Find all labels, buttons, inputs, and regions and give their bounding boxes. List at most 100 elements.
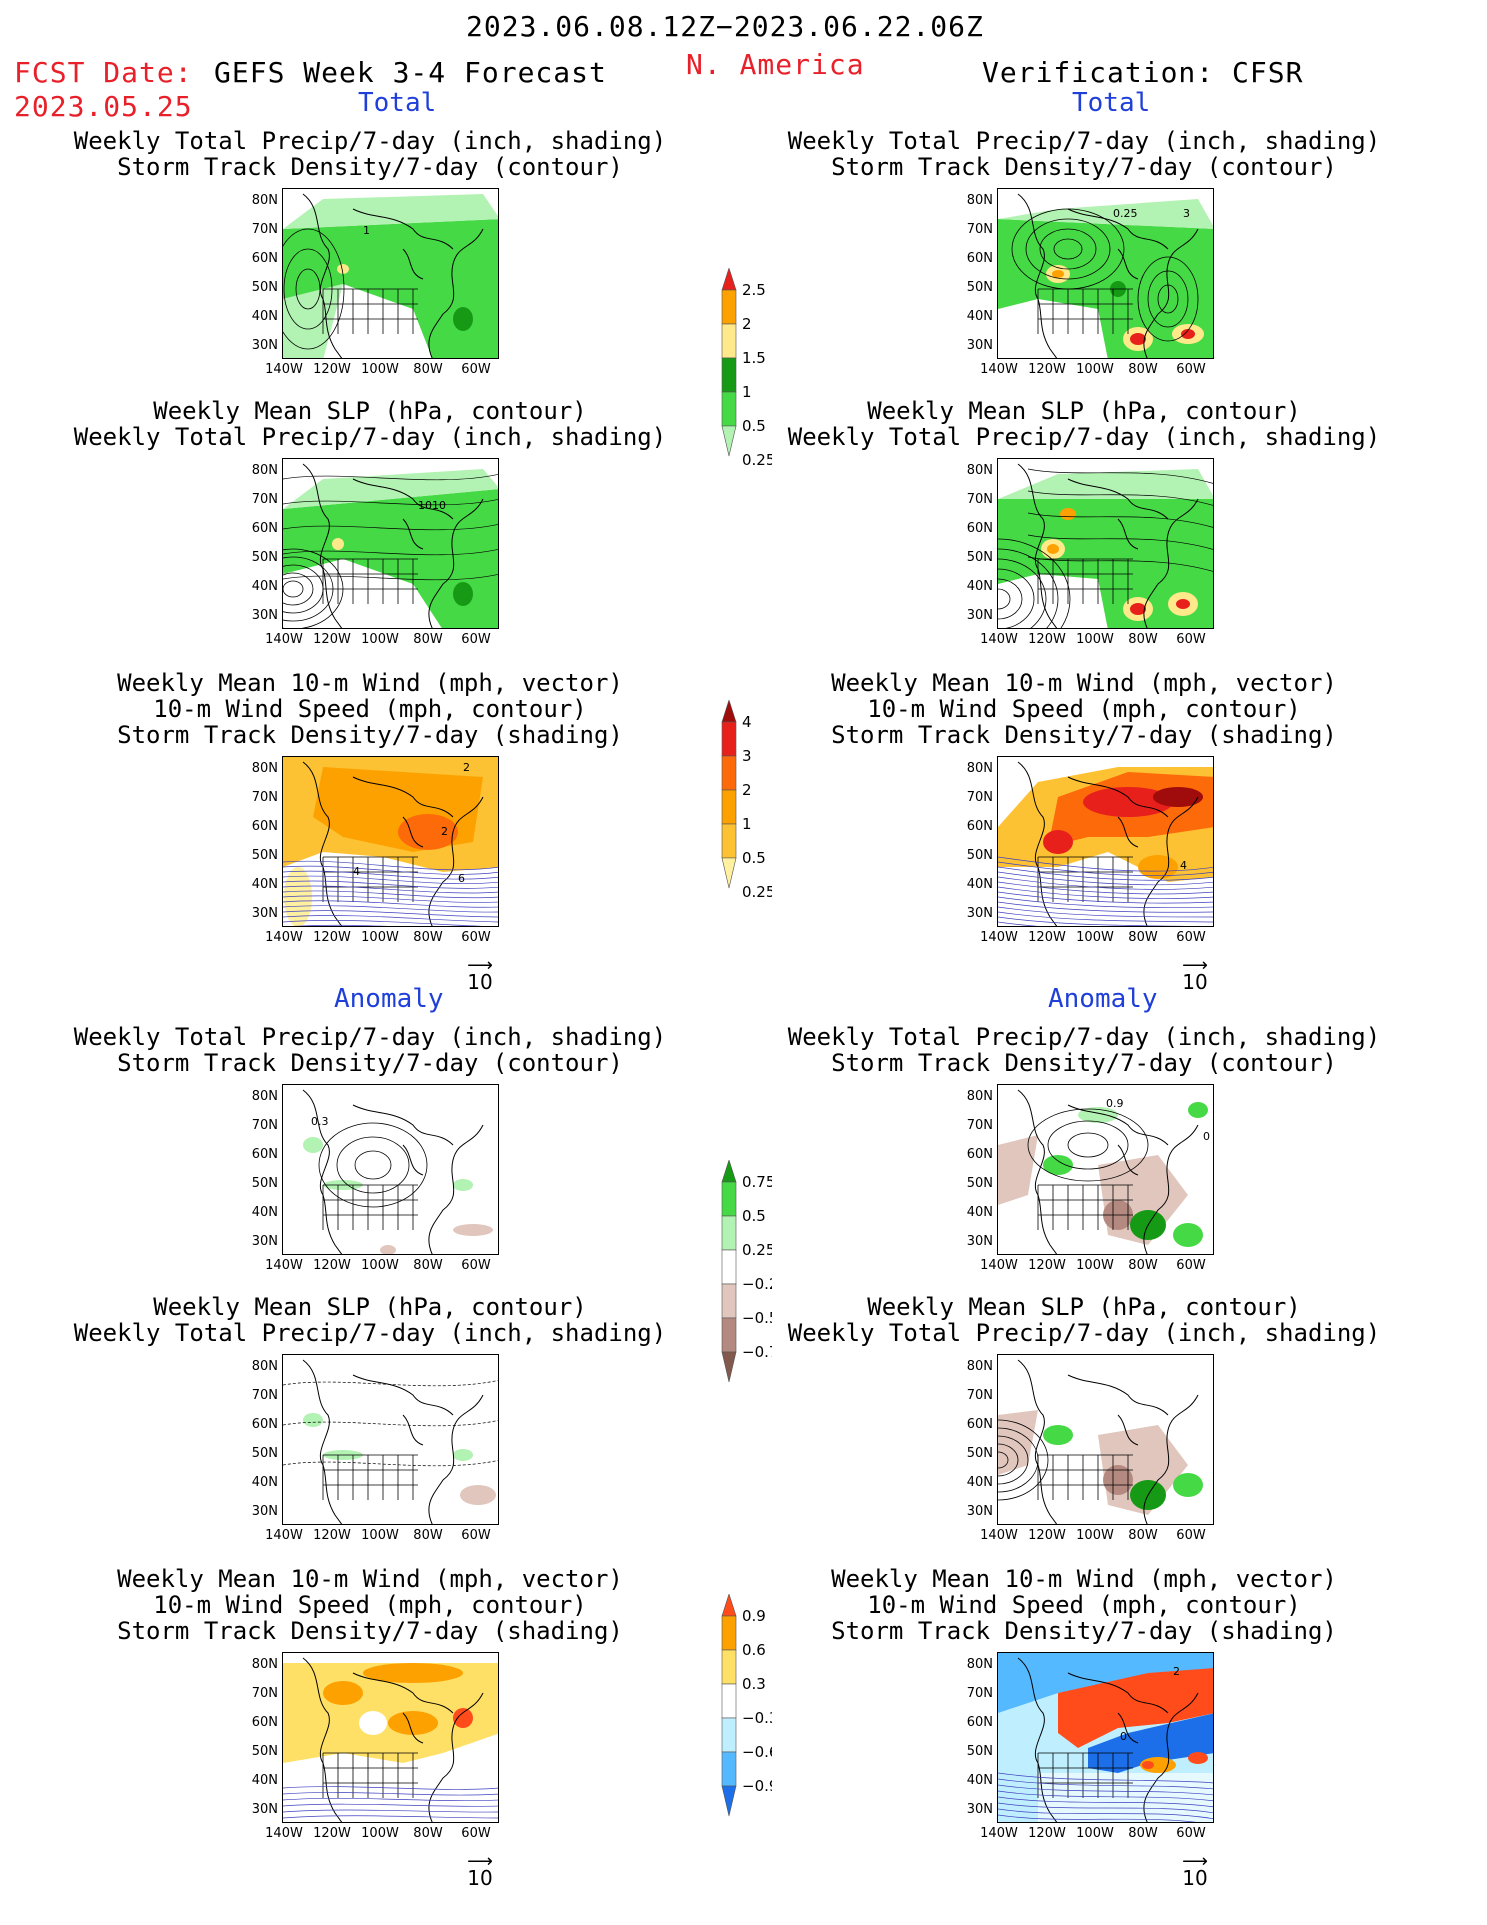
lon-label: 80W — [1128, 632, 1158, 647]
colorbar-tick-label: 0.25 — [742, 451, 772, 469]
lat-label: 50N — [251, 1446, 278, 1461]
lat-label: 80N — [966, 1657, 993, 1672]
lon-label: 100W — [1076, 1528, 1114, 1543]
forecast-period: 2023.06.08.12Z−2023.06.22.06Z — [466, 10, 984, 43]
lat-label: 40N — [251, 877, 278, 892]
colorbar-bottom-triangle — [721, 1351, 737, 1383]
colorbar-segment — [721, 1181, 737, 1217]
lon-label: 60W — [461, 632, 491, 647]
lat-label: 30N — [966, 608, 993, 623]
lat-label: 60N — [251, 819, 278, 834]
lon-label: 60W — [1176, 362, 1206, 377]
lat-label: 50N — [966, 1176, 993, 1191]
lat-label: 70N — [251, 222, 278, 237]
lon-label: 100W — [361, 930, 399, 945]
colorbar-segment — [721, 823, 737, 859]
title-obs-total-slp: Weekly Mean SLP (hPa, contour) Weekly Tot… — [787, 397, 1381, 451]
lat-label: 50N — [251, 848, 278, 863]
lon-label: 140W — [980, 930, 1018, 945]
title-fc-anom-slp: Weekly Mean SLP (hPa, contour) Weekly Tot… — [73, 1293, 667, 1347]
lat-label: 80N — [966, 761, 993, 776]
lon-label: 80W — [1128, 1826, 1158, 1841]
vector-reference-label: 10 — [467, 970, 493, 994]
map-fc-total-wind: 2 2 4 6 — [282, 756, 499, 927]
colorbar-tick-label: −0.25 — [742, 1275, 772, 1293]
colorbar-storm-density: 4 3 2 1 0.5 0.25 — [721, 700, 772, 901]
section-anomaly-left: Anomaly — [334, 984, 444, 1014]
lat-label: 30N — [251, 1234, 278, 1249]
lat-label: 50N — [251, 1744, 278, 1759]
lat-label: 60N — [966, 251, 993, 266]
colorbar-segment — [721, 789, 737, 825]
map-fc-anom-slp — [282, 1354, 499, 1525]
lon-label: 120W — [1028, 1826, 1066, 1841]
lon-label: 60W — [461, 1258, 491, 1273]
lat-label: 50N — [251, 550, 278, 565]
lat-label: 40N — [966, 309, 993, 324]
colorbar-tick-label: 2 — [742, 781, 752, 799]
colorbar-tick-label: −0.6 — [742, 1743, 772, 1761]
lat-label: 30N — [251, 906, 278, 921]
map-obs-total-slp — [997, 458, 1214, 629]
lon-label: 80W — [1128, 1528, 1158, 1543]
contour-label: 2 — [463, 761, 470, 774]
lon-label: 100W — [1076, 1258, 1114, 1273]
colorbar-segment — [721, 1717, 737, 1753]
contour-label: 2 — [1173, 1665, 1180, 1678]
contour-label: 3 — [1183, 207, 1190, 220]
lat-label: 40N — [966, 1205, 993, 1220]
colorbar-segment — [721, 755, 737, 791]
lat-label: 40N — [251, 1773, 278, 1788]
colorbar-top-triangle — [721, 1594, 737, 1617]
lat-label: 30N — [966, 1234, 993, 1249]
lat-label: 30N — [251, 338, 278, 353]
lat-label: 70N — [966, 492, 993, 507]
lon-label: 120W — [1028, 632, 1066, 647]
lat-label: 30N — [251, 1504, 278, 1519]
lon-label: 140W — [265, 1528, 303, 1543]
region-title: N. America — [686, 48, 865, 81]
lat-label: 80N — [966, 463, 993, 478]
lat-label: 60N — [966, 819, 993, 834]
colorbar-segment — [721, 1283, 737, 1319]
lat-label: 40N — [251, 309, 278, 324]
lon-label: 120W — [313, 362, 351, 377]
colorbar-tick-label: 1 — [742, 383, 752, 401]
contour-label: 0 — [1120, 1730, 1127, 1743]
colorbar-tick-label: 0.9 — [742, 1607, 766, 1625]
lat-label: 80N — [251, 1359, 278, 1374]
lat-label: 70N — [966, 1686, 993, 1701]
lat-label: 80N — [966, 1359, 993, 1374]
colorbar-segment — [721, 1249, 737, 1285]
lon-label: 120W — [1028, 1258, 1066, 1273]
lon-label: 100W — [361, 632, 399, 647]
colorbar-segment — [721, 357, 737, 393]
lon-label: 100W — [361, 1528, 399, 1543]
contour-label: 0.3 — [311, 1115, 329, 1128]
lon-label: 120W — [313, 930, 351, 945]
lat-label: 70N — [966, 222, 993, 237]
lon-label: 140W — [980, 1258, 1018, 1273]
contour-label: 2 — [441, 825, 448, 838]
lat-label: 40N — [966, 1475, 993, 1490]
lon-label: 120W — [1028, 930, 1066, 945]
colorbar-top-triangle — [721, 268, 737, 291]
lat-label: 50N — [966, 280, 993, 295]
lat-label: 80N — [251, 761, 278, 776]
lon-label: 60W — [1176, 1826, 1206, 1841]
title-fc-total-wind: Weekly Mean 10-m Wind (mph, vector) 10-m … — [117, 669, 623, 749]
fcst-date-value: 2023.05.25 — [14, 90, 193, 123]
vector-reference-arrow-icon: ⟶ — [1182, 1851, 1208, 1872]
lon-label: 120W — [313, 632, 351, 647]
colorbar-tick-label: −0.5 — [742, 1309, 772, 1327]
title-obs-total-precip: Weekly Total Precip/7-day (inch, shading… — [787, 127, 1381, 181]
vector-reference-label: 10 — [467, 1866, 493, 1890]
lat-label: 40N — [966, 877, 993, 892]
colorbar-tick-label: 0.5 — [742, 1207, 766, 1225]
colorbar-tick-label: 1.5 — [742, 349, 766, 367]
colorbar-bottom-triangle — [721, 857, 737, 889]
colorbar-tick-label: 0.75 — [742, 1173, 772, 1191]
vector-reference-arrow-icon: ⟶ — [1182, 955, 1208, 976]
colorbar-bottom-triangle — [721, 1785, 737, 1817]
vector-reference-label: 10 — [1182, 1866, 1208, 1890]
